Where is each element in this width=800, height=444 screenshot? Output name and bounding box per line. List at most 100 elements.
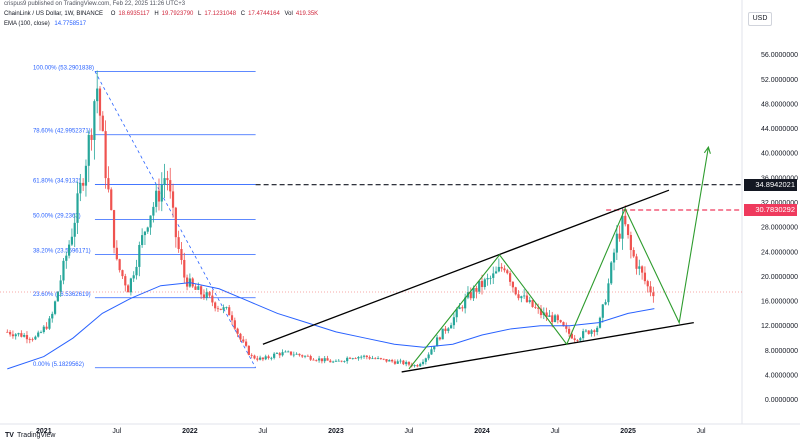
candle-body (635, 256, 638, 269)
fib-level-label: 78.60% (42.9952371) (33, 129, 91, 135)
candle-body (315, 360, 318, 362)
candle-body (152, 206, 155, 216)
candle-body (278, 353, 281, 356)
y-tick-label: 20.0000000 (761, 274, 798, 281)
candle-body (444, 328, 447, 331)
candle-body (610, 262, 613, 284)
candle-body (287, 351, 290, 353)
y-tick-label: 28.0000000 (761, 225, 798, 232)
candle-body (433, 346, 436, 350)
y-tick-label: 8.0000000 (765, 348, 798, 355)
tradingview-brand[interactable]: TV TradingView (5, 432, 55, 439)
candle-body (87, 134, 90, 166)
candle-body (388, 360, 391, 362)
candle-body (180, 249, 183, 260)
candle-body (419, 363, 422, 367)
candle-body (618, 233, 621, 239)
x-tick-label: 2021 (36, 428, 52, 435)
candle-body (163, 178, 166, 186)
candle-body (450, 325, 453, 329)
candle-body (523, 295, 526, 297)
candle-body (551, 315, 554, 323)
candle-body (65, 255, 68, 261)
candle-body (236, 328, 239, 334)
candle-body (233, 320, 236, 329)
candle-body (177, 237, 180, 250)
ohlc-close-value: 17.4744164 (248, 11, 280, 17)
candle-body (34, 336, 37, 340)
candle-body (301, 355, 304, 357)
candle-body (253, 355, 256, 359)
publisher-line: crispus9 published on TradingView.com, F… (4, 1, 186, 7)
currency-button[interactable]: USD (748, 12, 772, 26)
candle-body (25, 335, 29, 340)
candle-body (267, 356, 270, 359)
candle-body (48, 318, 51, 329)
candle-body (427, 354, 430, 359)
fib-level-label: 38.20% (23.5596171) (33, 249, 91, 255)
candle-body (11, 334, 15, 337)
volume-label: Vol (284, 11, 293, 17)
candle-body (643, 272, 647, 282)
brand-name: TradingView (16, 432, 56, 439)
candle-body (160, 185, 163, 202)
candle-body (365, 355, 368, 358)
y-tick-label: 48.0000000 (761, 101, 798, 108)
candle-body (166, 178, 169, 181)
candle-body (14, 334, 17, 337)
candle-body (570, 333, 573, 339)
x-tick-label: Jul (551, 428, 560, 435)
ohlc-high-value: 19.7923790 (161, 11, 194, 17)
candle-body (284, 351, 287, 353)
candle-body (149, 215, 152, 228)
candle-body (559, 320, 562, 323)
x-tick-label: Jul (404, 428, 413, 435)
candle-body (430, 349, 433, 355)
ema-legend[interactable]: EMA (100, close) 14.7758517 (4, 21, 89, 27)
channel-upper-line (262, 189, 670, 345)
candle-body (548, 315, 551, 317)
candle-body (281, 352, 284, 356)
candle-body (478, 281, 481, 292)
candle-body (545, 312, 548, 317)
x-tick-label: 2022 (182, 428, 198, 435)
candle-body (146, 227, 149, 232)
candle-body (576, 340, 579, 341)
candle-body (391, 360, 394, 362)
candle-body (326, 358, 329, 361)
candle-body (362, 355, 366, 357)
candle-body (582, 331, 585, 339)
candle-body (441, 328, 444, 340)
x-tick-label: 2025 (620, 428, 636, 435)
candle-body (138, 245, 141, 267)
candle-body (126, 285, 130, 293)
candle-body (503, 268, 506, 271)
candle-body (79, 182, 82, 194)
candle-body (483, 279, 486, 288)
candle-body (42, 326, 45, 333)
candle-body (115, 247, 118, 260)
candle-body (185, 277, 189, 287)
candle-body (90, 134, 93, 140)
candle-body (494, 271, 498, 274)
candle-body (506, 270, 509, 274)
candle-body (464, 297, 467, 309)
candle-body (23, 335, 26, 337)
y-tick-label: 24.0000000 (761, 249, 798, 256)
candle-body (67, 244, 71, 256)
candle-body (98, 88, 102, 116)
ohlc-open-label: O (110, 11, 116, 17)
y-tick-label: 32.0000000 (761, 200, 798, 207)
candle-body (573, 338, 576, 341)
candle-body (124, 276, 127, 286)
candle-body (169, 180, 172, 192)
candle-body (295, 353, 298, 355)
candle-body (323, 358, 326, 362)
candle-body (511, 281, 515, 288)
candle-body (197, 286, 200, 290)
candle-body (629, 234, 632, 251)
candle-body (157, 190, 161, 202)
x-tick-label: 2023 (328, 428, 344, 435)
candle-body (56, 291, 59, 302)
